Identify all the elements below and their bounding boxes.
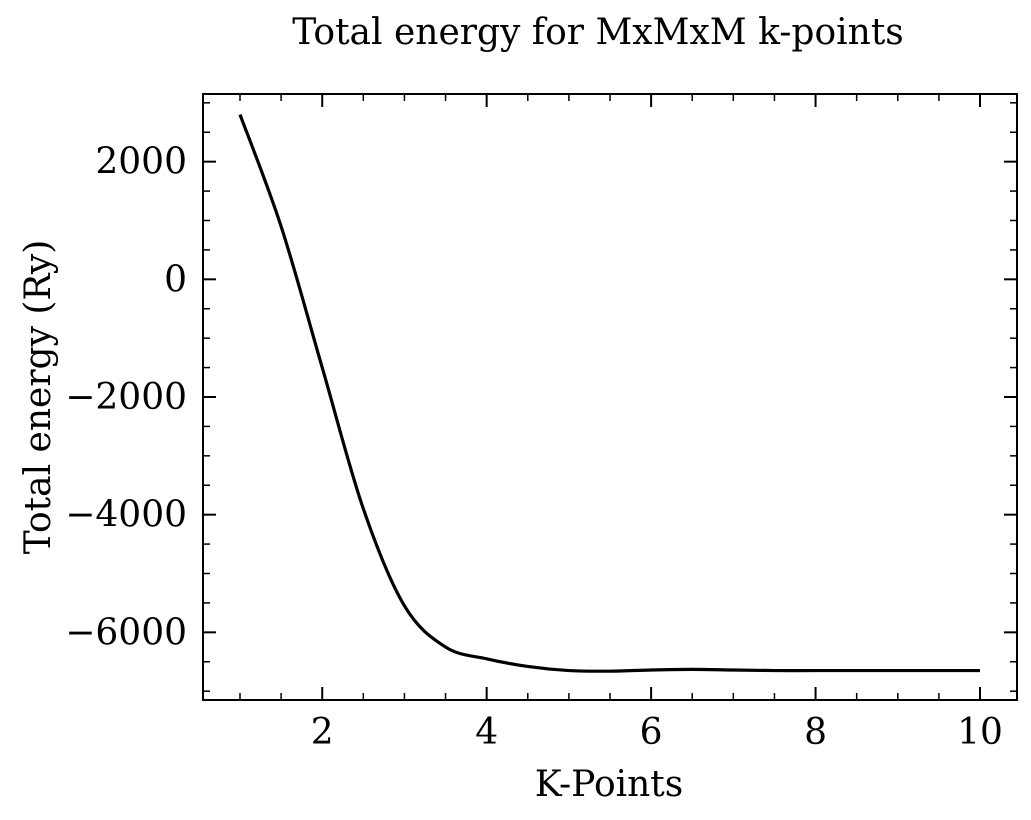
y-tick-label: −6000 (65, 612, 187, 653)
x-tick-label: 8 (804, 712, 827, 753)
series-layer (238, 114, 980, 673)
x-tick-label: 6 (640, 712, 663, 753)
series-line (238, 114, 980, 673)
plot-frame (202, 93, 1018, 701)
x-axis-label: K-Points (535, 764, 684, 805)
major-ticks (203, 94, 1017, 700)
y-tick-label: 0 (164, 259, 187, 300)
y-axis-label: Total energy (Ry) (18, 240, 59, 555)
y-tick-labels: −6000 −4000 −2000 0 2000 (65, 142, 187, 654)
x-tick-label: 4 (475, 712, 498, 753)
minor-ticks (203, 94, 1017, 700)
plot-area (202, 93, 1018, 701)
y-tick-label: 2000 (95, 142, 187, 183)
y-tick-label: −4000 (65, 495, 187, 536)
x-tick-labels: 2 4 6 8 10 (311, 712, 1003, 753)
y-tick-label: −2000 (65, 377, 187, 418)
x-tick-label: 2 (311, 712, 334, 753)
x-tick-label: 10 (957, 712, 1003, 753)
chart-title: Total energy for MxMxM k-points (292, 12, 904, 53)
